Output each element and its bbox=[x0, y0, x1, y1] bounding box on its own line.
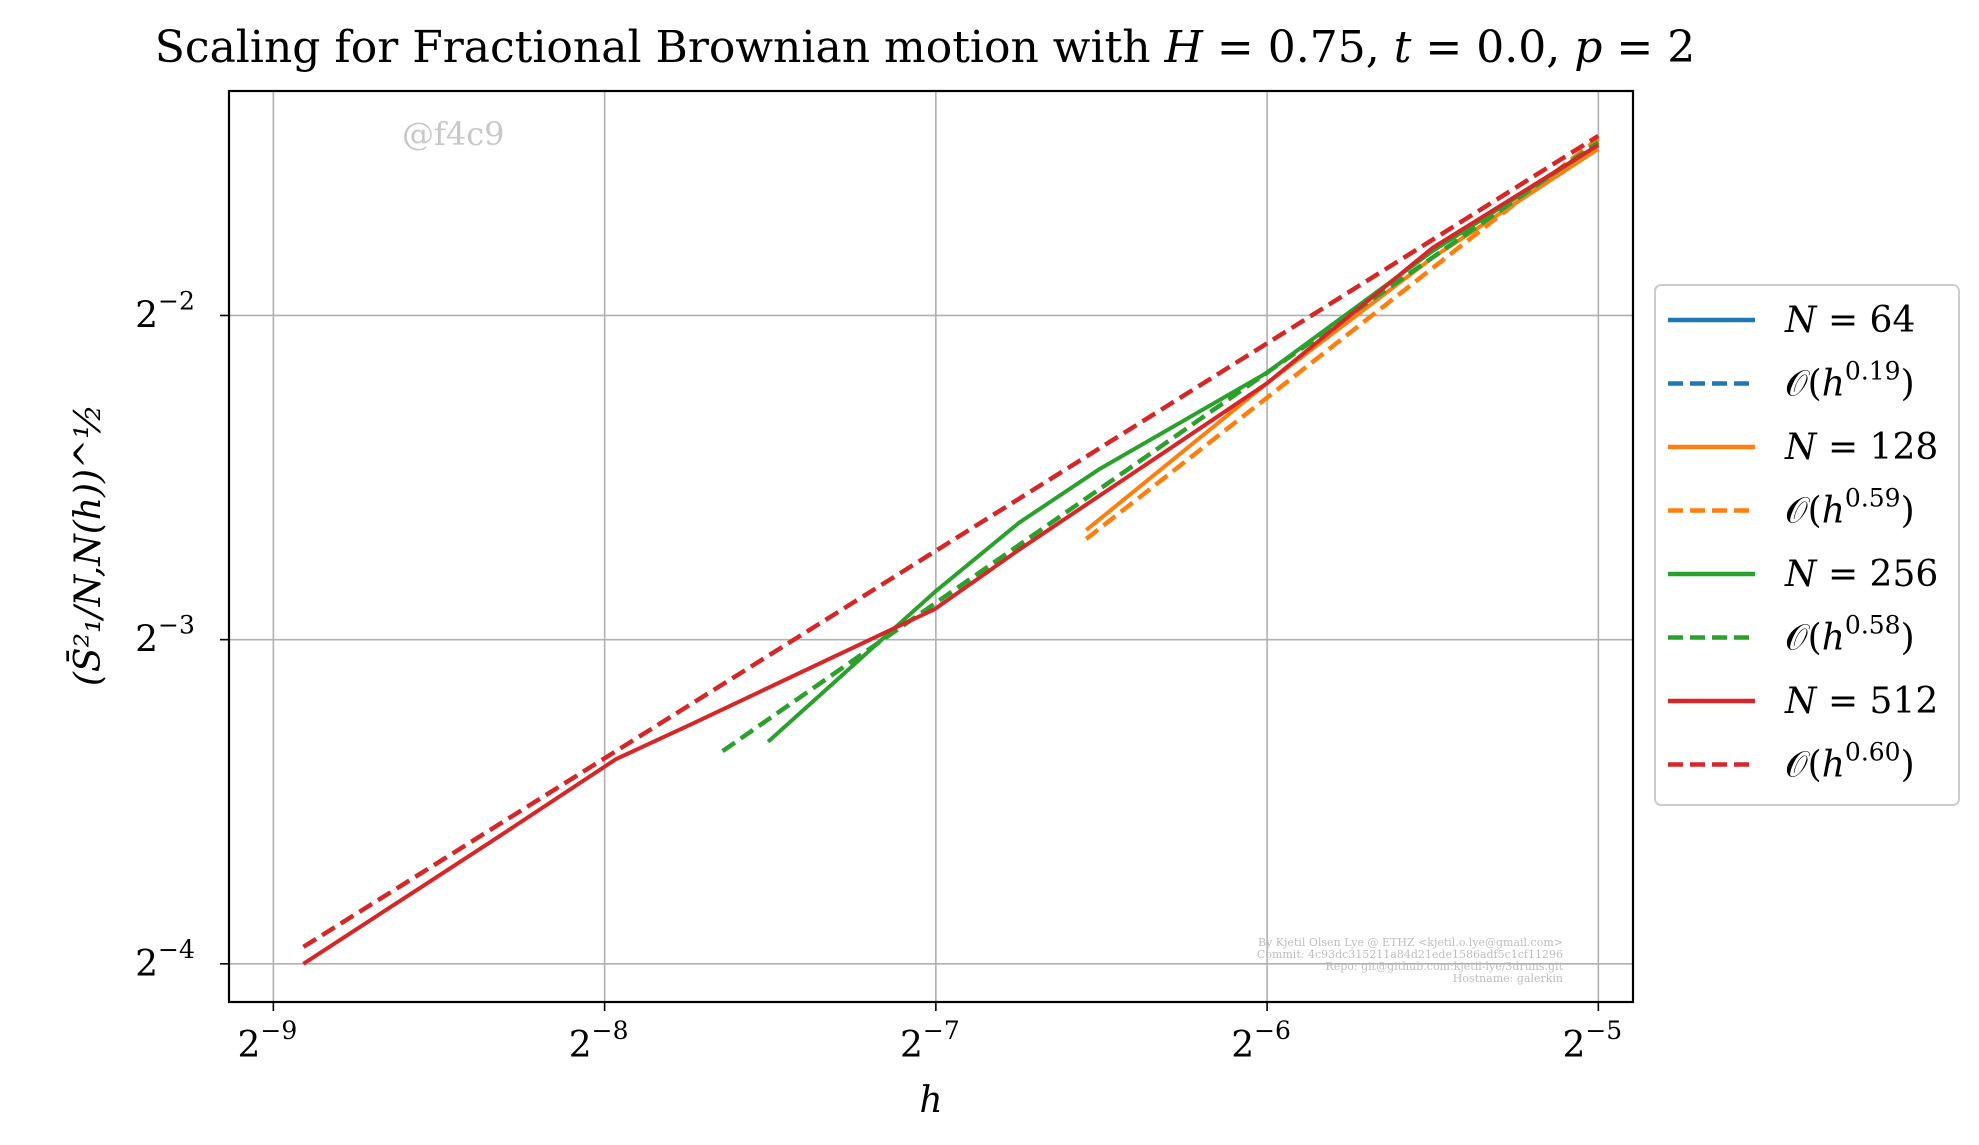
series-line bbox=[1084, 147, 1600, 532]
x-tick-label: 2−5 bbox=[1562, 1016, 1622, 1066]
legend-label: N = 64 bbox=[1784, 300, 1915, 341]
y-tick-label: 2−3 bbox=[135, 611, 195, 661]
chart-title: Scaling for Fractional Brownian motion w… bbox=[155, 22, 1695, 73]
x-axis-ticks: 2−9 2−8 2−7 2−6 2−5 bbox=[237, 1002, 1622, 1066]
legend-label: N = 512 bbox=[1784, 681, 1938, 722]
credit-text: By Kjetil Olsen Lye @ ETHZ <kjetil.o.lye… bbox=[1257, 936, 1564, 985]
series-line bbox=[721, 140, 1600, 753]
legend-entries: N = 64 𝒪(h0.19) N = 128 𝒪(h0.59) N = 256 𝒪(h0… bbox=[1668, 300, 1938, 786]
series-line bbox=[302, 133, 1600, 949]
y-tick-label: 2−2 bbox=[135, 286, 195, 336]
credit-line: By Kjetil Olsen Lye @ ETHZ <kjetil.o.lye… bbox=[1258, 936, 1563, 949]
legend: N = 64 𝒪(h0.19) N = 128 𝒪(h0.59) N = 256 𝒪(h0… bbox=[1654, 284, 1960, 806]
y-axis-ticks: 2−4 2−3 2−2 bbox=[135, 286, 229, 985]
legend-label: N = 256 bbox=[1784, 554, 1938, 595]
axes-frame bbox=[227, 89, 1635, 1004]
plot-area bbox=[302, 133, 1600, 966]
grid bbox=[229, 91, 1633, 1002]
x-tick-label: 2−8 bbox=[569, 1016, 629, 1066]
legend-label: 𝒪(h0.58) bbox=[1785, 611, 1915, 659]
x-axis-label: h bbox=[919, 1080, 942, 1121]
series-line bbox=[1084, 136, 1600, 541]
series-line bbox=[766, 143, 1600, 744]
legend-label: N = 128 bbox=[1784, 427, 1938, 468]
legend-label: 𝒪(h0.19) bbox=[1785, 357, 1915, 405]
x-tick-label: 2−7 bbox=[900, 1016, 960, 1066]
x-tick-label: 2−6 bbox=[1231, 1016, 1291, 1066]
legend-label: 𝒪(h0.60) bbox=[1785, 738, 1915, 786]
y-tick-label: 2−4 bbox=[135, 935, 195, 985]
legend-label: 𝒪(h0.59) bbox=[1785, 484, 1915, 532]
series-line bbox=[302, 143, 1600, 966]
credit-line: Commit: 4c93dc315211a84d21ede1586adf5c1c… bbox=[1257, 948, 1563, 961]
credit-line: Hostname: galerkin bbox=[1453, 972, 1563, 985]
credit-line: Repo: git@github.com:kjetil-lye/3druns.g… bbox=[1325, 960, 1563, 973]
watermark: @f4c9 bbox=[402, 115, 504, 153]
y-axis-label: (S̄²₁/N,N(h))^½ bbox=[66, 404, 109, 686]
legend-box bbox=[1654, 284, 1960, 806]
x-tick-label: 2−9 bbox=[237, 1016, 297, 1066]
